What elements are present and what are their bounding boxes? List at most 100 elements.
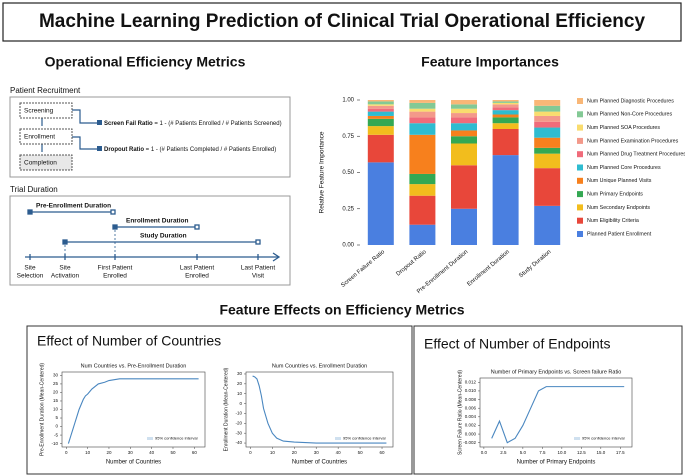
bar-segment <box>451 108 477 114</box>
y-tick-label: 30 <box>237 371 243 376</box>
bar-segment <box>409 184 436 196</box>
x-tick-label: 10.0 <box>557 450 566 455</box>
x-tick-label: 15.0 <box>596 450 605 455</box>
span-label: Pre-Enrollment Duration <box>36 203 111 210</box>
legend-label: Num Secondary Endpoints <box>587 205 650 211</box>
group-box <box>9 96 291 178</box>
span-label: Study Duration <box>140 233 187 240</box>
bar-segment <box>367 100 394 102</box>
group-label: Trial Duration <box>10 185 58 194</box>
x-tick-label: 40 <box>149 450 155 455</box>
x-tick-label: Dropout Ratio <box>395 249 428 278</box>
y-tick-label: -0.002 <box>463 440 476 445</box>
plot-frame <box>245 371 394 448</box>
y-tick-label: -40 <box>235 440 242 445</box>
section-heading: Feature Importances <box>421 54 559 70</box>
legend-swatch <box>577 231 583 237</box>
bar-segment <box>492 117 519 124</box>
x-tick-label: 50 <box>358 450 364 455</box>
bar-segment <box>492 114 519 118</box>
bar-segment <box>367 111 394 116</box>
bar-segment <box>367 162 394 245</box>
y-tick-label: -10 <box>235 411 242 416</box>
y-tick-label: 10 <box>53 407 59 412</box>
milestone-label: Activation <box>51 273 80 280</box>
legend-swatch <box>577 137 583 144</box>
bar-segment <box>451 123 477 131</box>
bar-segment <box>492 155 519 245</box>
x-tick-label: 60 <box>380 450 386 455</box>
legend-label: Num Planned Examination Procedures <box>587 138 679 144</box>
x-tick-label: 12.5 <box>577 450 586 455</box>
panel <box>26 325 413 475</box>
title-box <box>2 2 682 42</box>
legend-swatch <box>577 191 583 198</box>
chart-title: Num Countries vs. Pre-Enrollment Duratio… <box>81 363 187 369</box>
legend-swatch <box>577 124 583 131</box>
x-axis-label: Number of Countries <box>106 460 161 466</box>
bar-segment <box>534 153 561 169</box>
y-tick-label: 0.25 <box>342 206 354 212</box>
x-tick-label: 10 <box>270 450 276 455</box>
bar-segment <box>492 100 519 102</box>
x-tick-label: 30 <box>128 450 134 455</box>
formula: Dropout Ratio = 1 - (# Patients Complete… <box>104 147 276 153</box>
bar-segment <box>534 121 561 128</box>
legend-label: Num Planned Diagnostic Procedures <box>587 98 674 104</box>
legend-label: Num Planned Non-Core Procedures <box>587 112 672 118</box>
bar-segment <box>367 115 394 119</box>
node <box>19 102 73 119</box>
y-tick-label: 0.000 <box>465 431 477 436</box>
legend-label: 95% confidence interval <box>582 436 625 441</box>
milestone-label: Enrolled <box>103 273 127 280</box>
panel-title: Effect of Number of Countries <box>37 333 221 349</box>
y-tick-label: 0.00 <box>342 243 354 249</box>
panel <box>413 325 683 475</box>
bar-segment <box>367 101 394 105</box>
bar-segment <box>409 111 436 118</box>
bar-segment <box>409 102 436 109</box>
x-axis-label: Number of Countries <box>292 460 347 466</box>
x-tick-label: 0 <box>249 450 252 455</box>
section-heading: Feature Effects on Efficiency Metrics <box>219 302 464 318</box>
y-tick-label: 0.008 <box>465 397 477 402</box>
data-line <box>67 378 199 444</box>
legend-label: Num Primary Endpoints <box>587 192 643 198</box>
bar-segment <box>409 224 436 245</box>
bar-segment <box>409 108 436 112</box>
bar-segment <box>451 130 477 137</box>
x-tick-label: Study Duration <box>518 249 552 279</box>
y-tick-label: 15 <box>53 398 59 403</box>
bar-segment <box>534 105 561 112</box>
y-tick-label: 0.75 <box>342 134 354 140</box>
y-tick-label: 0.50 <box>342 170 354 176</box>
legend-label: Num Planned SOA Procedures <box>587 125 660 131</box>
milestone-label: Selection <box>17 273 44 280</box>
bar-segment <box>367 108 394 112</box>
legend-swatch <box>577 204 583 211</box>
y-tick-label: 25 <box>53 381 59 386</box>
y-tick-label: 0 <box>239 401 242 406</box>
bar-segment <box>534 127 561 138</box>
bar-segment <box>409 195 436 225</box>
bar-segment <box>492 102 519 105</box>
y-axis-label: Screen Failure Ratio (Mean-Centered) <box>457 370 463 455</box>
legend-swatch <box>577 111 583 118</box>
formula-expr: = 1 - (# Patients Completed / # Patients… <box>146 147 277 153</box>
y-axis-label: Relative Feature Importance <box>319 131 326 213</box>
milestone-label: Site <box>59 265 71 272</box>
legend-swatch <box>574 437 580 440</box>
formula: Screen Fail Ratio = 1 - (# Patients Enro… <box>104 121 282 127</box>
legend-swatch <box>335 437 341 440</box>
bar-segment <box>367 126 394 135</box>
data-line <box>491 386 625 444</box>
bar-segment <box>409 100 436 103</box>
bar-segment <box>492 123 519 129</box>
x-tick-label: 7.5 <box>539 450 546 455</box>
bar-segment <box>409 134 436 174</box>
legend-swatch <box>577 98 583 104</box>
bar-segment <box>409 173 436 185</box>
formula-name: Screen Fail Ratio <box>104 121 153 127</box>
span-label: Enrollment Duration <box>126 218 189 225</box>
